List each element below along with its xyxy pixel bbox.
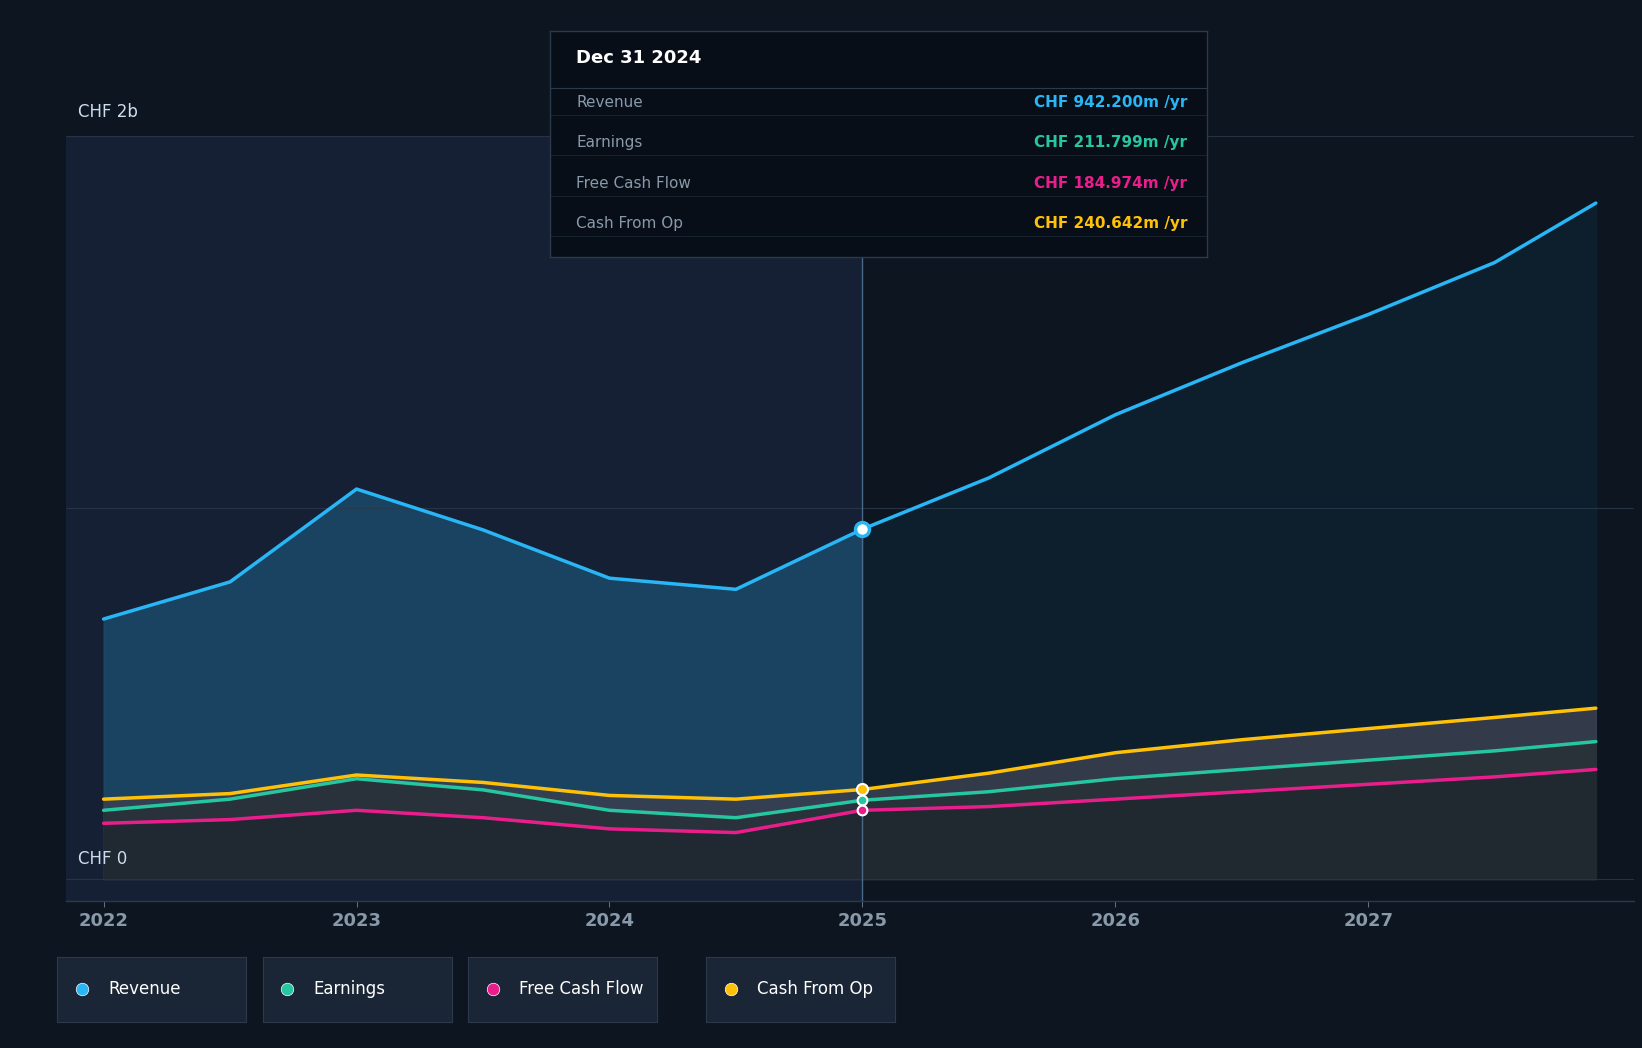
Text: CHF 240.642m /yr: CHF 240.642m /yr [1034,216,1187,232]
Text: CHF 211.799m /yr: CHF 211.799m /yr [1034,135,1187,150]
Text: Dec 31 2024: Dec 31 2024 [576,49,701,67]
Text: Free Cash Flow: Free Cash Flow [519,980,644,999]
Text: Analysts Forecasts: Analysts Forecasts [872,194,1028,212]
Text: Earnings: Earnings [314,980,386,999]
Text: Free Cash Flow: Free Cash Flow [576,176,691,191]
Text: CHF 2b: CHF 2b [79,104,138,122]
Text: Revenue: Revenue [108,980,181,999]
Text: Revenue: Revenue [576,94,644,110]
Text: Cash From Op: Cash From Op [576,216,683,232]
Text: Cash From Op: Cash From Op [757,980,874,999]
Text: Earnings: Earnings [576,135,642,150]
Text: Past: Past [818,194,852,212]
Bar [862,136,1634,901]
Bar [66,136,862,901]
Text: CHF 942.200m /yr: CHF 942.200m /yr [1034,94,1187,110]
Text: CHF 184.974m /yr: CHF 184.974m /yr [1034,176,1187,191]
Text: CHF 0: CHF 0 [79,850,128,868]
